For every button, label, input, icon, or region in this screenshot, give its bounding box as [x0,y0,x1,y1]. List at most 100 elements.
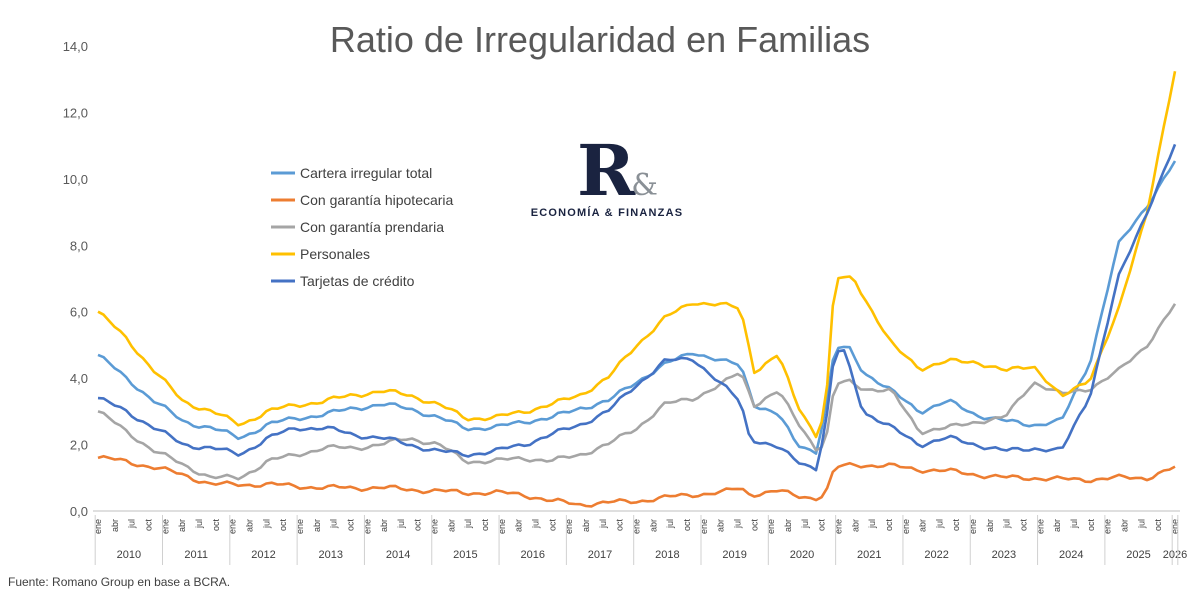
x-tick-month: oct [951,519,961,532]
x-tick-month: abr [716,519,726,532]
x-tick-month: abr [1120,519,1130,532]
x-tick-month: abr [110,519,120,532]
x-tick-year: 2021 [857,549,881,561]
legend-label: Cartera irregular total [300,165,432,181]
x-tick-month: oct [682,519,692,532]
x-tick-month: oct [749,519,759,532]
y-tick-label: 4,0 [70,371,88,386]
y-tick-label: 8,0 [70,238,88,253]
y-axis: 0,0 2,0 4,0 6,0 8,0 10,0 12,0 14,0 [63,39,88,519]
series-line [97,160,1177,455]
legend-label: Personales [300,246,370,262]
logo-mark: R& [577,129,658,212]
x-tick-month: abr [177,519,187,532]
x-tick-year: 2010 [117,549,141,561]
x-tick-month: jul [1136,519,1146,529]
x-tick-month: ene [833,519,843,534]
x-tick-month: ene [93,519,103,534]
x-tick-year: 2014 [386,549,410,561]
x-tick-month: ene [968,519,978,534]
x-tick-month: oct [413,519,423,532]
x-tick-year: 2012 [251,549,275,561]
x-tick-year: 2025 [1126,549,1150,561]
x-tick-month: abr [648,519,658,532]
x-tick-month: jul [396,519,406,529]
y-tick-label: 0,0 [70,504,88,519]
x-tick-year: 2026 [1163,549,1187,561]
x-tick-month: jul [934,519,944,529]
x-tick-year: 2015 [453,549,477,561]
x-tick-month: abr [379,519,389,532]
x-tick-year: 2023 [992,549,1016,561]
x-tick-year: 2011 [184,549,208,561]
x-tick-month: ene [228,519,238,534]
x-tick-month: ene [766,519,776,534]
x-tick-year: 2016 [520,549,544,561]
x-tick-month: abr [581,519,591,532]
x-tick-month: abr [244,519,254,532]
x-tick-year: 2019 [722,549,746,561]
series-layer [97,71,1177,508]
x-tick-month: ene [160,519,170,534]
series-line [97,71,1177,439]
legend-label: Con garantía prendaria [300,219,444,235]
x-tick-year: 2017 [588,549,612,561]
x-tick-month: jul [665,519,675,529]
series-line [97,454,1176,508]
series-line [97,143,1177,472]
x-tick-year: 2018 [655,549,679,561]
x-tick-month: ene [1103,519,1113,534]
x-tick-month: jul [732,519,742,529]
legend-label: Con garantía hipotecaria [300,192,454,208]
x-tick-month: jul [531,519,541,529]
x-tick-month: ene [295,519,305,534]
legend: Cartera irregular total Con garantía hipo… [271,165,454,289]
x-tick-month: oct [211,519,221,532]
x-tick-year: 2022 [924,549,948,561]
x-tick-month: jul [1002,519,1012,529]
x-tick-month: ene [699,519,709,534]
x-tick-month: jul [127,519,137,529]
x-tick-month: jul [598,519,608,529]
x-tick-month: abr [783,519,793,532]
x-tick-month: jul [800,519,810,529]
x-tick-month: jul [867,519,877,529]
x-tick-month: oct [547,519,557,532]
y-tick-label: 14,0 [63,39,88,54]
x-tick-year: 2020 [790,549,814,561]
x-tick-month: oct [817,519,827,532]
x-tick-month: oct [143,519,153,532]
x-tick-month: abr [850,519,860,532]
x-tick-year: 2013 [319,549,343,561]
x-tick-month: oct [1153,519,1163,532]
x-tick-month: ene [497,519,507,534]
x-axis: ene abr jul oct ene abr jul oct ene abr jul oct ene a… [93,510,1187,565]
x-tick-month: oct [615,519,625,532]
chart-title: Ratio de Irregularidad en Familias [330,19,870,60]
x-tick-year: 2024 [1059,549,1083,561]
x-tick-month: oct [1019,519,1029,532]
logo: R& ECONOMÍA & FINANZAS [531,129,682,219]
x-tick-month: ene [362,519,372,534]
x-tick-month: jul [329,519,339,529]
x-tick-month: jul [194,519,204,529]
series-line [97,303,1177,481]
x-tick-month: jul [463,519,473,529]
logo-ampersand: & [631,168,658,203]
x-tick-month: abr [312,519,322,532]
y-tick-label: 6,0 [70,305,88,320]
x-tick-month: abr [1052,519,1062,532]
x-tick-month: oct [1086,519,1096,532]
x-tick-month: abr [446,519,456,532]
source-note: Fuente: Romano Group en base a BCRA. [8,575,230,589]
x-tick-month: ene [564,519,574,534]
x-tick-month: ene [1035,519,1045,534]
x-tick-month: oct [884,519,894,532]
x-tick-month: ene [1170,519,1180,534]
x-tick-month: ene [901,519,911,534]
x-tick-month: ene [632,519,642,534]
x-tick-month: abr [514,519,524,532]
y-tick-label: 12,0 [63,105,88,120]
x-tick-month: jul [1069,519,1079,529]
